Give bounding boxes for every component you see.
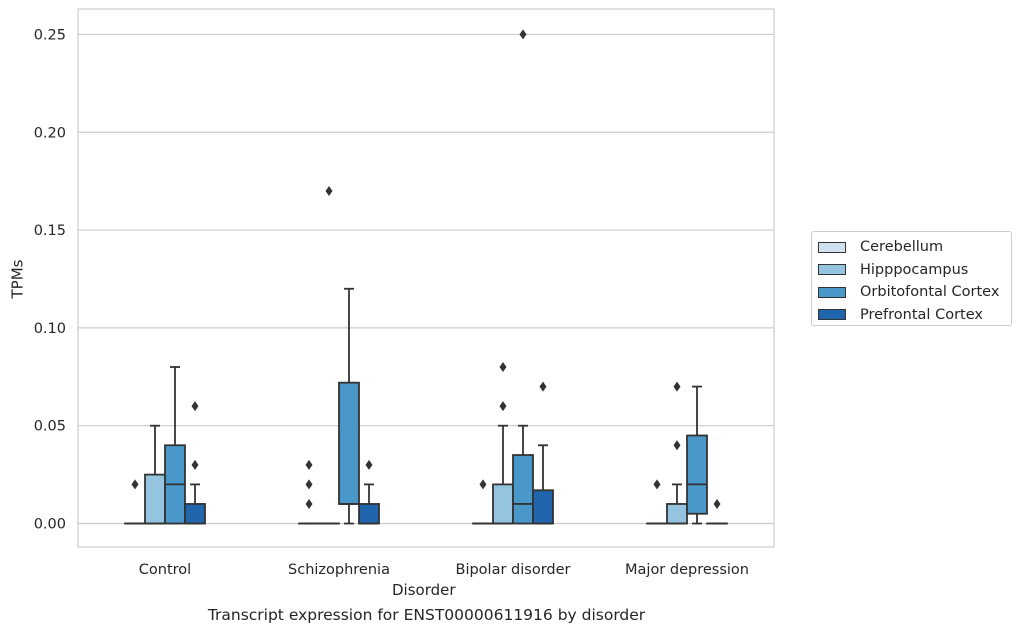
box-cerebellum [472,479,494,525]
legend-label: Prefrontal Cortex [860,306,983,323]
box-body [144,473,166,525]
box-hipppocampus [318,185,340,525]
outlier-point [673,381,681,392]
y-tick-label: 0.05 [34,419,66,435]
box-orbitofontal-cortex [686,385,708,525]
y-tick-label: 0.15 [34,223,66,239]
box-orbitofontal-cortex [512,29,534,525]
y-axis-label: TPMs [8,259,27,299]
outlier-point [325,185,333,196]
outlier-point [713,498,721,509]
legend-swatch [818,309,846,321]
outlier-point [479,479,487,490]
x-tick-label: Major depression [625,562,749,578]
outlier-point [191,401,199,412]
boxes [124,29,728,525]
box-prefrontal-cortex [358,459,380,525]
legend: Cerebellum Hipppocampus Orbitofontal Corte… [811,231,1012,326]
legend-swatch [818,286,846,298]
outlier-point [499,401,507,412]
box-body [492,483,514,525]
legend-item: Cerebellum [818,236,1011,259]
box-cerebellum [646,479,668,525]
outlier-point [305,498,313,509]
outlier-point [305,459,313,470]
legend-label: Orbitofontal Cortex [860,284,1000,301]
x-tick-label: Bipolar disorder [456,562,571,578]
box-body [512,454,534,525]
box-body [686,434,708,515]
box-prefrontal-cortex [706,498,728,525]
plot-frame [77,8,775,548]
outlier-point [519,29,527,40]
outlier-point [499,362,507,373]
y-axis-ticks: 0.00 0.05 0.10 0.15 0.20 0.25 [34,27,66,532]
legend-swatch [818,241,846,253]
x-axis-label: Disorder [392,581,456,599]
outlier-point [131,479,139,490]
x-tick-label: Control [139,562,191,578]
legend-label: Cerebellum [860,239,944,256]
outlier-point [305,479,313,490]
box-prefrontal-cortex [532,381,554,525]
x-axis-ticks: Control Schizophrenia Bipolar disorder Majo… [139,562,749,578]
box-body [358,503,380,525]
x-tick-label: Schizophrenia [288,562,390,578]
box-orbitofontal-cortex [164,366,186,525]
y-tick-label: 0.00 [34,517,66,533]
chart-caption: Transcript expression for ENST0000061191… [207,606,646,624]
outlier-point [191,459,199,470]
box-orbitofontal-cortex [338,287,360,525]
outlier-point [365,459,373,470]
box-body [666,503,688,525]
box-body [184,503,206,525]
box-prefrontal-cortex [184,401,206,525]
outlier-point [653,479,661,490]
legend-label: Hipppocampus [860,261,969,278]
outlier-point [539,381,547,392]
outlier-point [673,440,681,451]
box-cerebellum [298,459,320,525]
box-body [532,489,554,525]
legend-swatch [818,264,846,276]
box-hipppocampus [666,381,688,525]
box-cerebellum [124,479,146,525]
legend-item: Prefrontal Cortex [818,304,1011,327]
box-hipppocampus [144,424,166,525]
box-body [338,381,360,505]
y-tick-label: 0.20 [34,125,66,141]
legend-item: Orbitofontal Cortex [818,281,1011,304]
box-hipppocampus [492,362,514,525]
y-tick-label: 0.25 [34,27,66,43]
legend-item: Hipppocampus [818,259,1011,282]
y-tick-label: 0.10 [34,321,66,337]
